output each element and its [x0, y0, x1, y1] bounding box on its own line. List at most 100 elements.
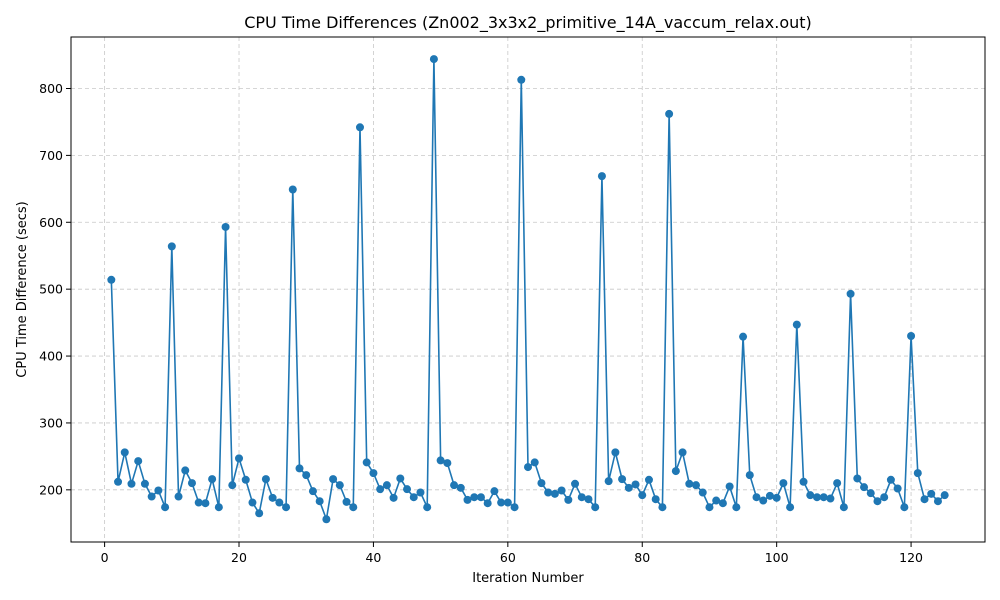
data-point-marker — [147, 492, 156, 501]
data-point-marker — [194, 498, 203, 507]
y-tick-label: 300 — [39, 415, 63, 430]
data-point-marker — [812, 493, 821, 502]
data-point-marker — [826, 494, 835, 503]
data-point-marker — [725, 482, 734, 491]
data-point-marker — [631, 480, 640, 489]
chart-title: CPU Time Differences (Zn002_3x3x2_primit… — [244, 13, 812, 33]
x-tick-label: 40 — [365, 550, 381, 565]
data-point-marker — [389, 493, 398, 502]
data-point-marker — [429, 55, 438, 64]
data-point-marker — [134, 457, 143, 466]
data-point-marker — [510, 503, 519, 512]
data-point-marker — [329, 475, 338, 484]
data-point-marker — [772, 493, 781, 502]
y-tick-label: 200 — [39, 482, 63, 497]
data-point-marker — [268, 493, 277, 502]
data-point-marker — [235, 454, 244, 463]
x-tick-label: 60 — [500, 550, 516, 565]
data-point-marker — [920, 495, 929, 504]
data-point-marker — [665, 109, 674, 118]
data-point-marker — [611, 448, 620, 457]
data-point-marker — [644, 475, 653, 484]
y-tick-label: 500 — [39, 282, 63, 297]
data-point-marker — [846, 289, 855, 298]
y-tick-label: 800 — [39, 81, 63, 96]
data-point-marker — [544, 488, 553, 497]
data-point-marker — [315, 497, 324, 506]
data-point-marker — [873, 497, 882, 506]
data-point-marker — [638, 491, 647, 500]
data-point-marker — [597, 172, 606, 181]
x-tick-label: 100 — [765, 550, 789, 565]
data-point-marker — [409, 493, 418, 502]
data-point-marker — [483, 499, 492, 508]
data-point-marker — [557, 486, 566, 495]
data-point-marker — [759, 496, 768, 505]
data-point-marker — [806, 491, 815, 500]
data-point-marker — [799, 477, 808, 486]
data-point-marker — [564, 495, 573, 504]
data-point-marker — [288, 185, 297, 194]
data-point-marker — [208, 475, 217, 484]
x-axis-label: Iteration Number — [472, 571, 584, 586]
data-point-marker — [154, 486, 163, 495]
data-point-marker — [443, 459, 452, 468]
grid — [71, 37, 985, 542]
data-point-marker — [940, 491, 949, 500]
data-point-marker — [692, 481, 701, 490]
data-point-marker — [396, 474, 405, 483]
data-point-marker — [114, 477, 123, 486]
data-point-marker — [497, 498, 506, 507]
data-point-marker — [530, 458, 539, 467]
data-point-marker — [140, 479, 149, 488]
data-point-marker — [752, 493, 761, 502]
data-point-marker — [705, 503, 714, 512]
data-point-marker — [779, 479, 788, 488]
data-point-marker — [261, 475, 270, 484]
data-point-marker — [732, 503, 741, 512]
data-points — [107, 55, 949, 524]
data-point-marker — [436, 456, 445, 465]
data-point-marker — [221, 222, 230, 231]
data-point-marker — [503, 498, 512, 507]
data-point-marker — [376, 485, 385, 494]
data-point-marker — [739, 332, 748, 341]
data-point-marker — [275, 498, 284, 507]
data-point-marker — [591, 503, 600, 512]
data-point-marker — [833, 479, 842, 488]
data-point-marker — [476, 493, 485, 502]
data-point-marker — [107, 275, 116, 284]
data-point-marker — [127, 479, 136, 488]
data-point-marker — [860, 483, 869, 492]
data-point-marker — [537, 479, 546, 488]
data-point-marker — [571, 479, 580, 488]
data-point-marker — [120, 448, 129, 457]
data-point-marker — [792, 320, 801, 329]
data-point-marker — [463, 495, 472, 504]
data-point-marker — [933, 497, 942, 506]
data-point-marker — [577, 493, 586, 502]
data-point-marker — [658, 503, 667, 512]
data-point-marker — [584, 495, 593, 504]
x-tick-label: 80 — [634, 550, 650, 565]
data-point-marker — [362, 458, 371, 467]
data-point-marker — [550, 489, 559, 498]
y-axis-ticks: 200 300 400 500 600 700 800 — [39, 81, 71, 497]
data-point-marker — [416, 488, 425, 497]
data-point-marker — [685, 479, 694, 488]
data-point-marker — [745, 471, 754, 480]
data-point-marker — [302, 471, 311, 480]
data-point-marker — [456, 483, 465, 492]
data-point-marker — [335, 481, 344, 490]
x-tick-label: 0 — [101, 550, 109, 565]
data-point-marker — [893, 484, 902, 493]
data-point-marker — [651, 495, 660, 504]
data-point-marker — [618, 475, 627, 484]
data-point-marker — [241, 475, 250, 484]
data-point-marker — [349, 503, 358, 512]
data-point-marker — [604, 477, 613, 486]
data-point-marker — [886, 475, 895, 484]
data-point-marker — [470, 493, 479, 502]
data-point-marker — [712, 496, 721, 505]
